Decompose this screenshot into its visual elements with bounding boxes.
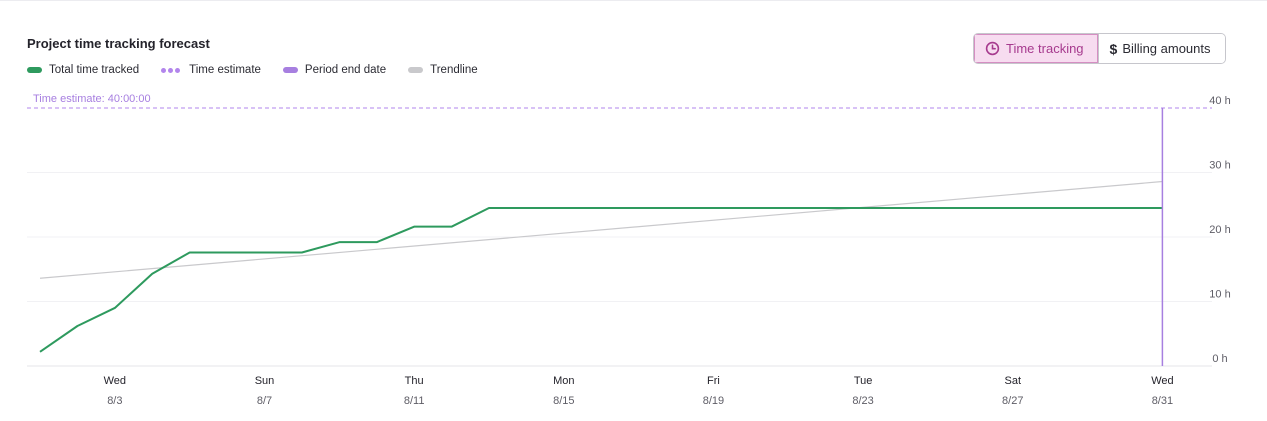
legend-item-estimate[interactable]: Time estimate [161, 64, 261, 76]
x-tick-date-2: 8/11 [404, 395, 425, 407]
billing-amounts-button[interactable]: $ Billing amounts [1098, 34, 1225, 63]
x-tick-date-1: 8/7 [257, 395, 272, 407]
x-tick-date-6: 8/27 [1002, 395, 1023, 407]
clock-icon [985, 41, 1000, 56]
x-tick-date-0: 8/3 [107, 395, 122, 407]
y-tick-label-10: 10 h [1209, 289, 1230, 301]
legend-swatch-estimate [161, 67, 182, 73]
time-estimate-label: Time estimate: 40:00:00 [33, 93, 151, 105]
top-divider [0, 0, 1267, 1]
legend-item-trend[interactable]: Trendline [408, 64, 478, 76]
x-tick-date-5: 8/23 [852, 395, 873, 407]
y-tick-label-0: 0 h [1212, 353, 1227, 365]
legend-swatch-total [27, 67, 42, 73]
legend-item-total[interactable]: Total time tracked [27, 64, 139, 76]
x-tick-date-3: 8/15 [553, 395, 574, 407]
x-tick-day-1: Sun [255, 375, 275, 387]
y-tick-label-40: 40 h [1209, 95, 1230, 107]
legend-label-trend: Trendline [430, 64, 478, 76]
total-time-line [39, 206, 1163, 353]
legend-item-period-end[interactable]: Period end date [282, 64, 387, 76]
legend-label-period-end: Period end date [304, 64, 387, 76]
time-tracking-button[interactable]: Time tracking [974, 34, 1099, 63]
billing-amounts-label: Billing amounts [1122, 41, 1211, 56]
legend-label-estimate: Time estimate [189, 64, 261, 76]
y-tick-label-20: 20 h [1209, 224, 1230, 236]
x-tick-day-4: Fri [707, 375, 720, 387]
x-tick-day-3: Mon [553, 375, 574, 387]
y-tick-label-30: 30 h [1209, 160, 1230, 172]
x-tick-day-5: Tue [854, 375, 873, 387]
x-tick-day-7: Wed [1151, 375, 1173, 387]
x-tick-date-4: 8/19 [703, 395, 724, 407]
chart-title: Project time tracking forecast [27, 36, 210, 51]
legend: Total time tracked Time estimate Period … [27, 64, 500, 76]
view-toggle: Time tracking $ Billing amounts [973, 33, 1226, 64]
x-tick-date-7: 8/31 [1152, 395, 1173, 407]
legend-swatch-period-end [282, 67, 298, 73]
time-tracking-label: Time tracking [1006, 41, 1084, 56]
x-tick-day-2: Thu [405, 375, 424, 387]
legend-swatch-trend [408, 67, 424, 73]
dollar-icon: $ [1109, 40, 1118, 57]
x-tick-day-6: Sat [1004, 375, 1021, 387]
legend-label-total: Total time tracked [49, 64, 140, 76]
x-tick-day-0: Wed [104, 375, 126, 387]
trendline [39, 180, 1163, 279]
